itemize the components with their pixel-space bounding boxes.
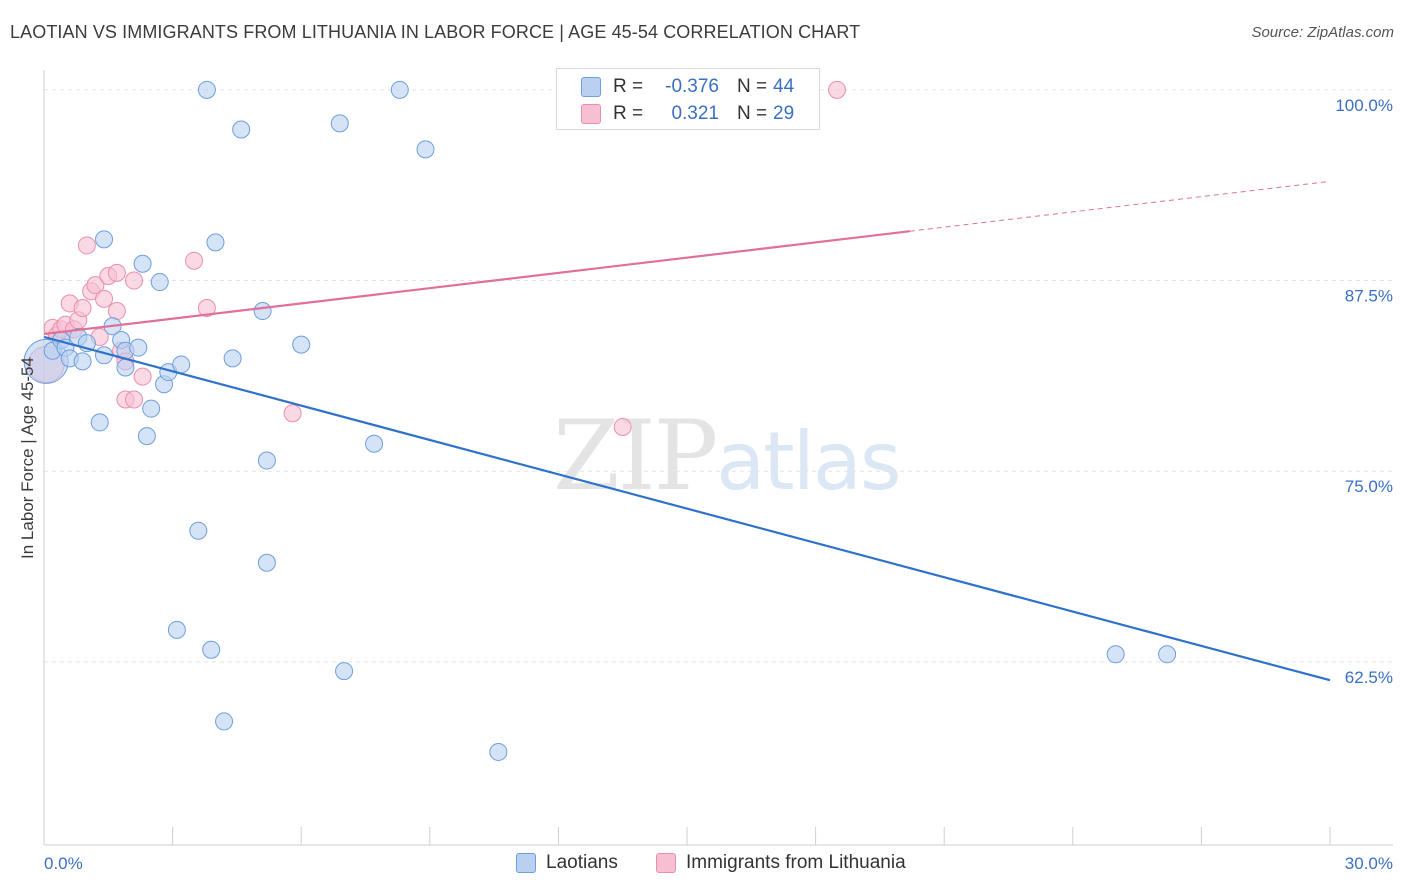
y-tick-label: 62.5% <box>1345 668 1393 687</box>
trend-lines <box>43 180 1331 682</box>
laotian-point <box>137 427 156 446</box>
legend-n-value: 29 <box>773 103 795 124</box>
laotian-point <box>150 273 169 292</box>
legend-n-label: N = <box>737 76 768 97</box>
grid-lines <box>44 89 1393 663</box>
laotian-point <box>116 358 135 377</box>
laotian-point <box>489 742 508 761</box>
laotian-point <box>292 335 311 354</box>
lithuania-point <box>107 263 126 282</box>
axes <box>43 70 1393 846</box>
legend-n-value: 44 <box>773 76 795 97</box>
lithuania-legend-label: Immigrants from Lithuania <box>686 852 906 873</box>
correlation-legend: R = -0.376 N = 44 R = 0.321 N = 29 <box>556 68 820 130</box>
laotian-point <box>142 399 161 418</box>
y-axis-title: In Labor Force | Age 45-54 <box>18 357 37 559</box>
lithuania-point <box>283 404 302 423</box>
laotian-point <box>257 553 276 572</box>
laotian-point <box>133 254 152 273</box>
legend-r-value: 0.321 <box>671 103 719 124</box>
laotian-point <box>416 140 435 159</box>
lithuania-legend-swatch <box>656 853 676 873</box>
lithuania-point <box>133 367 152 386</box>
y-tick-label: 75.0% <box>1345 477 1393 496</box>
laotian-point <box>330 114 349 133</box>
legend-row-laotians: R = -0.376 N = 44 <box>581 75 794 99</box>
laotian-point <box>257 451 276 470</box>
series-legend: Laotians Immigrants from Lithuania <box>0 852 1406 876</box>
laotian-point <box>95 230 114 249</box>
laotian-point <box>172 355 191 374</box>
laotians-swatch <box>581 77 601 97</box>
lithuania-swatch <box>581 104 601 124</box>
source-credit: Source: ZipAtlas.com <box>1251 24 1394 41</box>
lithuania-point <box>125 271 144 290</box>
laotian-point <box>215 712 234 731</box>
lithuania-point <box>197 298 216 317</box>
laotian-point <box>335 662 354 681</box>
laotians-legend-swatch <box>516 853 536 873</box>
laotian-point <box>197 80 216 99</box>
legend-r-label: R = <box>613 76 644 97</box>
laotian-point <box>390 80 409 99</box>
legend-item-laotians: Laotians <box>516 852 618 874</box>
laotian-point <box>365 434 384 453</box>
y-tick-label: 87.5% <box>1345 287 1393 306</box>
lithuania-points <box>27 80 847 436</box>
laotian-point <box>1158 645 1177 664</box>
laotian-point <box>167 620 186 639</box>
legend-r-label: R = <box>613 103 644 124</box>
legend-r-value: -0.376 <box>665 76 719 97</box>
lithuania-point <box>828 80 847 99</box>
lithuania-trend-line <box>43 230 911 336</box>
x-tick-label: 0.0% <box>44 854 83 873</box>
laotians-legend-label: Laotians <box>546 852 618 873</box>
legend-n-label: N = <box>737 103 768 124</box>
legend-item-lithuania: Immigrants from Lithuania <box>656 852 906 874</box>
x-tick-label: 30.0% <box>1345 854 1393 873</box>
lithuania-point <box>73 298 92 317</box>
lithuania-point <box>95 289 114 308</box>
laotian-point <box>232 120 251 139</box>
laotian-point <box>223 349 242 368</box>
legend-row-lithuania: R = 0.321 N = 29 <box>581 102 794 126</box>
chart-title: LAOTIAN VS IMMIGRANTS FROM LITHUANIA IN … <box>10 22 861 42</box>
lithuania-point <box>613 417 632 436</box>
tick-labels: 100.0% 87.5% 75.0% 62.5% 0.0% 30.0% <box>44 96 1393 873</box>
y-tick-label: 100.0% <box>1335 96 1393 115</box>
laotian-trend-line <box>43 335 1331 682</box>
lithuania-point <box>77 236 96 255</box>
lithuania-point <box>107 302 126 321</box>
laotian-point <box>189 521 208 540</box>
laotian-point <box>202 640 221 659</box>
laotian-point <box>73 352 92 371</box>
laotian-point <box>1106 645 1125 664</box>
laotian-point <box>90 413 109 432</box>
lithuania-point <box>125 390 144 409</box>
lithuania-trend-line-dashed <box>909 180 1331 232</box>
laotian-points <box>23 80 1177 761</box>
laotian-point <box>253 302 272 321</box>
lithuania-point <box>185 251 204 270</box>
laotian-point <box>206 233 225 252</box>
lithuania-point <box>86 276 105 295</box>
laotian-point <box>129 338 148 357</box>
